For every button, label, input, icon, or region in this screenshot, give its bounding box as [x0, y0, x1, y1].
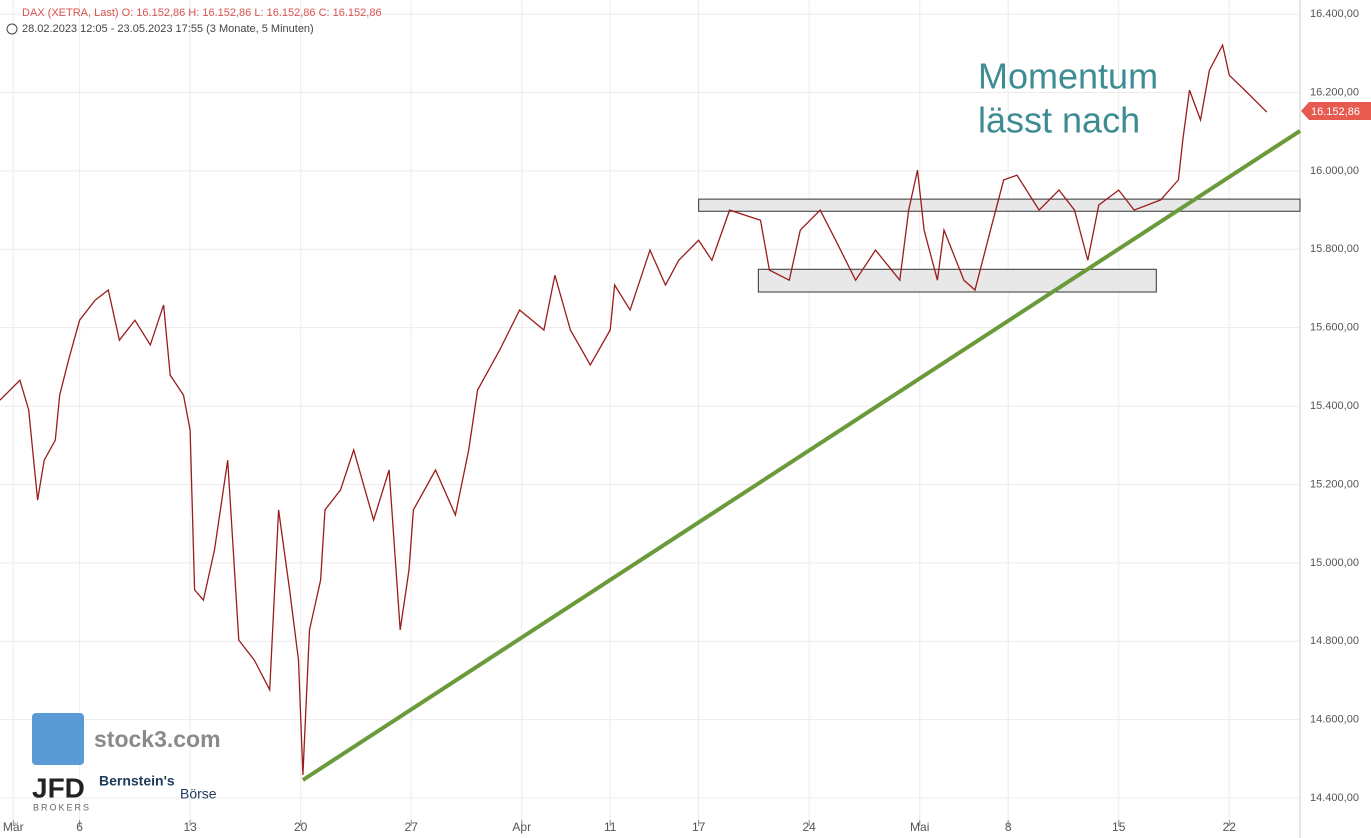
trendline: [301, 129, 1302, 782]
y-tick-label: 14.600,00: [1310, 714, 1359, 726]
y-tick-label: 15.000,00: [1310, 557, 1359, 569]
y-tick-label: 14.400,00: [1310, 792, 1359, 804]
annotation: lässt nach: [978, 100, 1140, 141]
zone: [698, 198, 1301, 212]
x-tick-label: 8: [1005, 820, 1012, 834]
last-price-label: 16.152,86: [1311, 106, 1360, 118]
last-price-tag: [1301, 101, 1371, 120]
y-tick-label: 15.400,00: [1310, 400, 1359, 412]
logo: Börse: [180, 786, 217, 802]
x-tick-label: 20: [294, 820, 308, 834]
logo: Bernstein's: [99, 773, 175, 789]
x-tick-label: 15: [1112, 820, 1126, 834]
header: DAX (XETRA, Last) O: 16.152,86 H: 16.152…: [22, 7, 382, 19]
y-tick-label: 14.800,00: [1310, 635, 1359, 647]
zone: [757, 268, 1157, 293]
logo-icon: [32, 713, 84, 765]
annotation: Momentum: [978, 56, 1158, 97]
price-line: [0, 43, 1268, 775]
y-tick-label: 16.400,00: [1310, 8, 1359, 20]
y-tick-label: 16.200,00: [1310, 86, 1359, 98]
period: 28.02.2023 12:05 - 23.05.2023 17:55 (3 M…: [22, 23, 314, 35]
x-tick-label: 11: [604, 820, 617, 834]
x-tick-label: 22: [1223, 820, 1237, 834]
clock-icon: [6, 23, 18, 35]
x-tick-label: 24: [803, 820, 817, 834]
y-tick-label: 15.200,00: [1310, 478, 1359, 490]
y-tick-label: 15.800,00: [1310, 243, 1359, 255]
x-tick-label: Apr: [512, 820, 531, 834]
x-tick-label: 17: [692, 820, 706, 834]
x-tick-label: 6: [76, 820, 83, 834]
logo: JFD: [32, 772, 85, 803]
logo: BROKERS: [33, 802, 91, 812]
x-tick-label: 13: [183, 820, 197, 834]
y-tick-label: 16.000,00: [1310, 165, 1359, 177]
logo: stock3.com: [94, 726, 221, 752]
x-tick-label: Mai: [910, 820, 929, 834]
x-tick-label: 27: [405, 820, 419, 834]
x-tick-label: Mär: [3, 820, 24, 834]
y-tick-label: 15.600,00: [1310, 322, 1359, 334]
